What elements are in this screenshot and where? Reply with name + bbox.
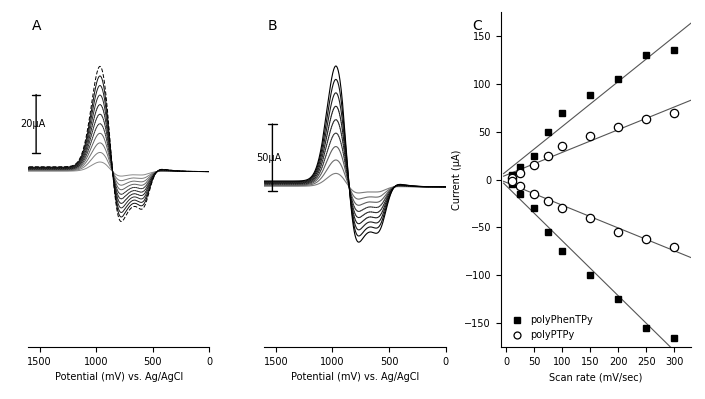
- X-axis label: Potential (mV) vs. Ag/AgCl: Potential (mV) vs. Ag/AgCl: [291, 372, 419, 382]
- Text: A: A: [32, 19, 42, 33]
- Text: B: B: [268, 19, 278, 33]
- Legend: polyPhenTPy, polyPTPy: polyPhenTPy, polyPTPy: [505, 314, 594, 342]
- X-axis label: Potential (mV) vs. Ag/AgCl: Potential (mV) vs. Ag/AgCl: [54, 372, 183, 382]
- X-axis label: Scan rate (mV/sec): Scan rate (mV/sec): [549, 372, 642, 382]
- Text: C: C: [472, 19, 482, 33]
- Text: 50μA: 50μA: [256, 153, 281, 163]
- Y-axis label: Current (μA): Current (μA): [452, 149, 462, 210]
- Text: 20μA: 20μA: [20, 119, 45, 129]
